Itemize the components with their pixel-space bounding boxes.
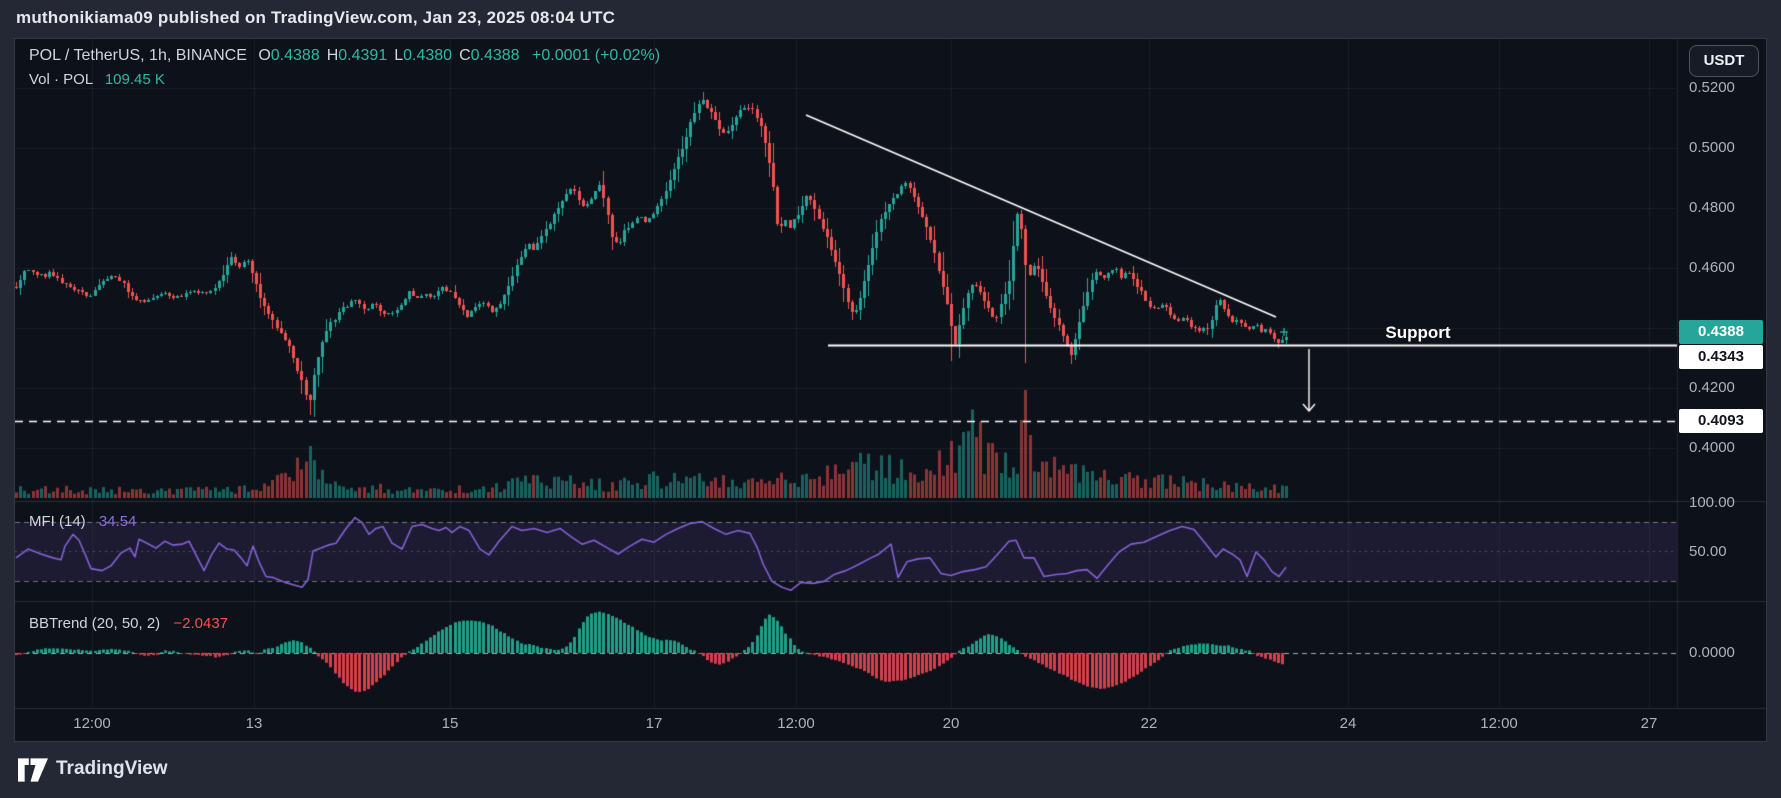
ohlc-value: 0.4380 (403, 47, 453, 64)
ohlc-key: H (326, 47, 339, 64)
price-tick-label: 100.00 (1689, 494, 1735, 511)
time-tick-label: 12:00 (777, 715, 815, 732)
footer-bar: TradingView (0, 742, 1781, 798)
publish-caption: muthonikiama09 published on TradingView.… (16, 8, 616, 27)
time-tick-label: 12:00 (1480, 715, 1518, 732)
volume-legend[interactable]: Vol · POL 109.45 K (29, 71, 165, 88)
price-tick-label: 0.4600 (1689, 259, 1735, 276)
time-tick-label: 24 (1339, 715, 1357, 732)
price-tick-label: 50.00 (1689, 543, 1727, 560)
bbtrend-value: −2.0437 (173, 615, 228, 632)
ohlc-value: 0.4388 (270, 47, 320, 64)
tradingview-brand-link[interactable]: TradingView (56, 758, 168, 779)
tradingview-logo-icon[interactable] (18, 757, 48, 783)
ohlc-key: L (394, 47, 404, 64)
support-annotation-label: Support (1385, 323, 1451, 342)
price-badge: 0.4093 (1679, 409, 1763, 433)
ohlc-key: O (258, 47, 271, 64)
time-tick-label: 13 (245, 715, 263, 732)
volume-value: 109.45 K (104, 71, 165, 88)
volume-label: Vol · POL (29, 71, 93, 88)
time-tick-label: 27 (1640, 715, 1658, 732)
bbtrend-indicator-legend[interactable]: BBTrend (20, 50, 2) −2.0437 (29, 613, 228, 635)
time-tick-label: 12:00 (73, 715, 111, 732)
time-tick-label: 17 (645, 715, 663, 732)
price-tick-label: 0.5000 (1689, 139, 1735, 156)
time-tick-label: 20 (942, 715, 960, 732)
mfi-label: MFI (14) (29, 513, 86, 530)
price-tick-label: 0.4200 (1689, 379, 1735, 396)
change-value: +0.0001 (+0.02%) (532, 47, 661, 64)
symbol-title: POL / TetherUS, 1h, BINANCE (29, 47, 247, 64)
symbol-legend[interactable]: POL / TetherUS, 1h, BINANCE O0.4388 H0.43… (29, 47, 660, 65)
mfi-value: 34.54 (98, 513, 137, 530)
ohlc-value: 0.4388 (470, 47, 520, 64)
price-tick-label: 0.0000 (1689, 644, 1735, 661)
currency-toggle-button[interactable]: USDT (1689, 45, 1759, 77)
chart-canvas[interactable] (15, 39, 1766, 741)
ohlc-values: O0.4388 H0.4391 L0.4380 C0.4388 (251, 47, 519, 64)
mfi-indicator-legend[interactable]: MFI (14) 34.54 (29, 511, 136, 533)
price-tick-label: 0.5200 (1689, 79, 1735, 96)
chart-container: POL / TetherUS, 1h, BINANCE O0.4388 H0.43… (14, 38, 1767, 742)
price-badge: 0.4388 (1679, 320, 1763, 344)
ohlc-key: C (459, 47, 471, 64)
price-tick-label: 0.4800 (1689, 199, 1735, 216)
time-tick-label: 15 (441, 715, 459, 732)
bbtrend-label: BBTrend (20, 50, 2) (29, 615, 161, 632)
time-tick-label: 22 (1140, 715, 1158, 732)
price-tick-label: 0.4000 (1689, 439, 1735, 456)
price-badge: 0.4343 (1679, 345, 1763, 369)
ohlc-value: 0.4391 (338, 47, 388, 64)
